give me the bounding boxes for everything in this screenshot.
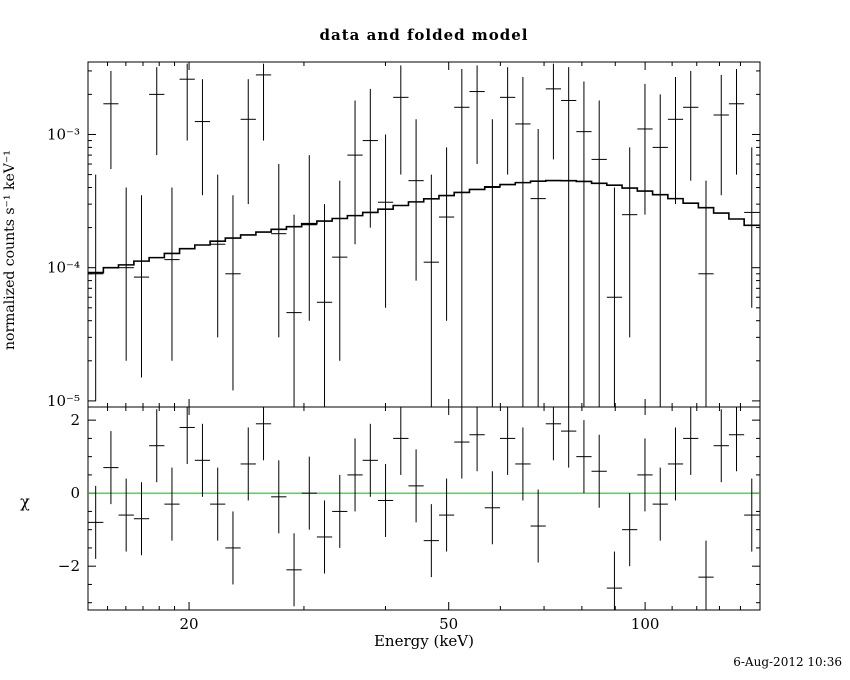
bottom-panel-frame <box>87 406 761 611</box>
panel-frames <box>87 61 761 611</box>
model-step-line <box>88 179 760 274</box>
y-tick-label: −2 <box>58 557 80 575</box>
x-tick-label: 50 <box>439 615 458 633</box>
x-tick-label: 20 <box>180 615 199 633</box>
y-tick-label: 0 <box>70 484 80 502</box>
model-path <box>88 179 760 274</box>
x-tick-label: 100 <box>631 615 660 633</box>
top-panel-frame <box>87 61 761 408</box>
y-tick-label: 2 <box>70 411 80 429</box>
y-axis-label-top: normalized counts s⁻¹ keV⁻¹ <box>2 150 18 350</box>
timestamp: 6-Aug-2012 10:36 <box>733 655 842 669</box>
y-tick-label: 10⁻⁵ <box>47 392 80 410</box>
residual-errorbars <box>88 407 760 610</box>
data-errorbars <box>88 63 760 407</box>
y-axis-label-bottom: χ <box>20 492 30 511</box>
y-axis-ticks-top: 10⁻⁵ 10⁻⁴ 10⁻³ <box>47 70 760 410</box>
plot-title: data and folded model <box>319 26 529 44</box>
y-tick-label: 10⁻³ <box>47 125 80 143</box>
x-axis-label: Energy (keV) <box>373 632 474 650</box>
y-tick-label: 10⁻⁴ <box>47 259 80 277</box>
x-axis-ticks: 20 50 100 <box>107 62 761 633</box>
y-axis-ticks-bottom: −2 0 2 <box>58 411 760 604</box>
